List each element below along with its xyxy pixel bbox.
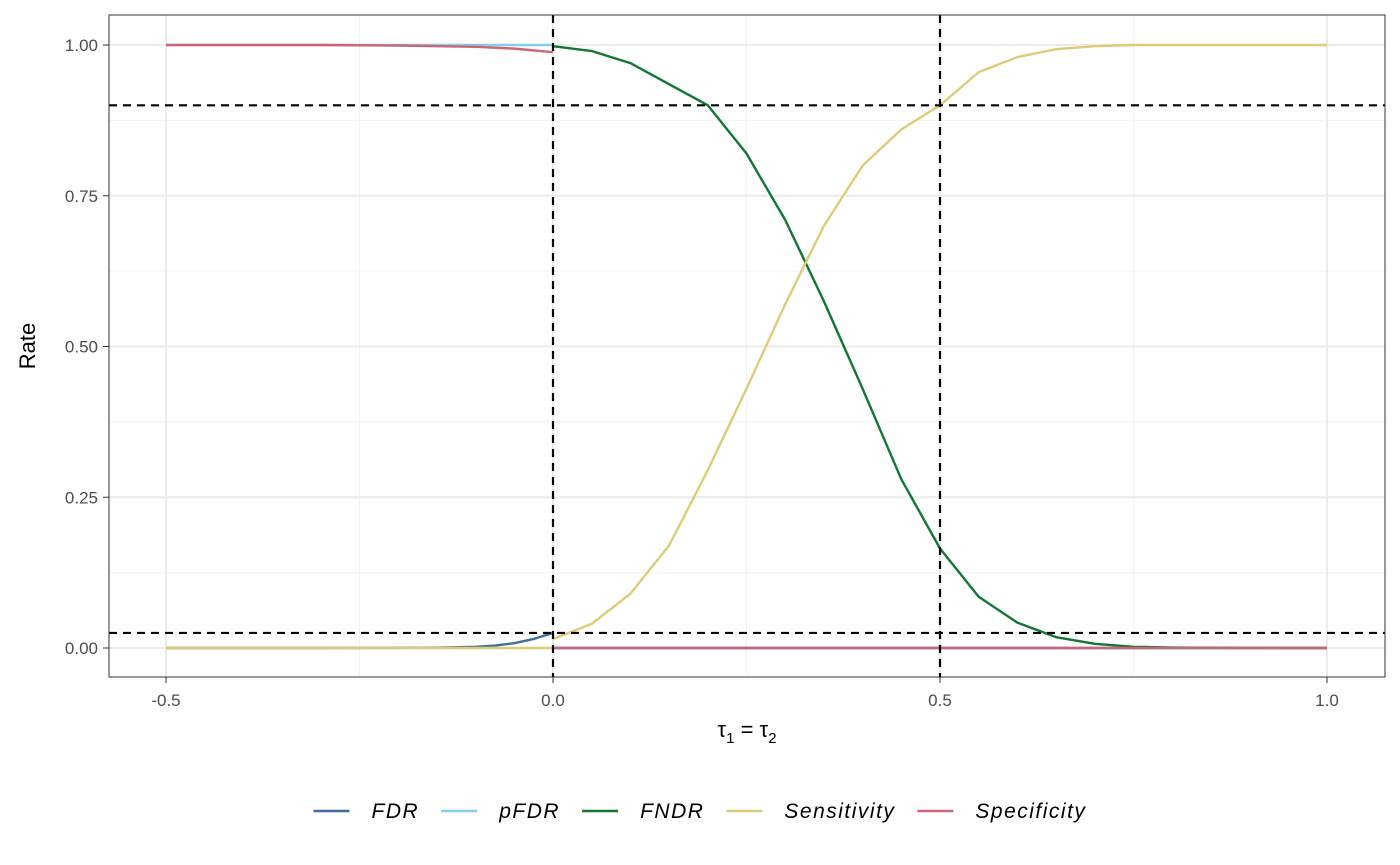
reference-lines	[109, 15, 1385, 677]
x-axis-title-symbol: τ	[717, 717, 726, 742]
legend-label: Sensitivity	[784, 800, 895, 823]
series-line-specificity	[166, 43, 554, 54]
y-tick-label: 0.50	[65, 338, 98, 357]
legend-item: FNDR	[582, 800, 704, 823]
legend: FDR pFDR FNDR Sensitivity Specificity	[313, 800, 1086, 823]
x-tick-label: -0.5	[151, 691, 180, 710]
axis-ticks: -0.5 0.0 0.5 1.0 0.00 0.25 0.50 0.75 1.00	[65, 36, 1339, 710]
x-axis-title-subscript: 2	[768, 730, 776, 747]
y-tick-label: 0.75	[65, 187, 98, 206]
y-tick-label: 0.25	[65, 488, 98, 507]
legend-item: Specificity	[917, 800, 1086, 823]
y-axis-title: Rate	[15, 323, 40, 369]
x-axis-title-subscript: 1	[726, 730, 734, 747]
x-tick-label: 0.5	[928, 691, 952, 710]
x-axis-title: τ1 = τ2	[717, 717, 776, 747]
legend-item: pFDR	[441, 800, 560, 823]
legend-label: FNDR	[640, 800, 704, 823]
x-tick-label: 0.0	[541, 691, 565, 710]
legend-label: FDR	[372, 800, 420, 823]
legend-label: Specificity	[975, 800, 1086, 823]
legend-label: pFDR	[498, 800, 560, 823]
y-tick-label: 1.00	[65, 36, 98, 55]
x-axis-title-symbol: = τ	[734, 717, 768, 742]
legend-item: FDR	[313, 800, 420, 823]
legend-item: Sensitivity	[726, 800, 895, 823]
x-tick-label: 1.0	[1315, 691, 1339, 710]
y-tick-label: 0.00	[65, 639, 98, 658]
